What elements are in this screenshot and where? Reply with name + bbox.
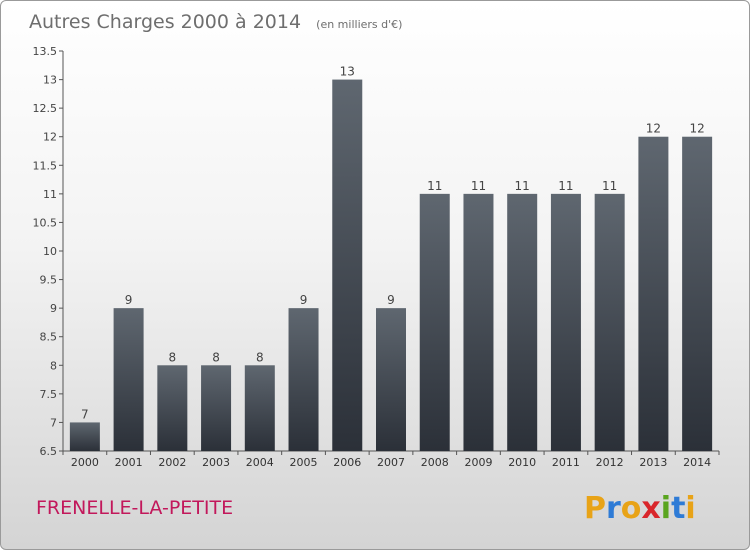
bars [69,79,713,452]
x-tick-label: 2012 [596,456,624,469]
x-tick-label: 2005 [290,456,318,469]
x-tick-label: 2009 [464,456,492,469]
bar-value-label: 11 [427,179,442,193]
bar-value-label: 7 [81,407,89,421]
y-tick-label: 8.5 [40,331,58,344]
axes: 6.5 7 7.5 8 8.5 9 9.5 10 10.5 11 11.5 12 12.5 13 13.5 2… [33,45,720,469]
y-tick-label: 6.5 [40,445,58,458]
logo-letter: i [685,491,695,526]
y-tick-label: 12 [43,131,57,144]
logo-letter: r [606,491,621,526]
bar [113,308,144,451]
chart-subtitle: (en milliers d'€) [316,18,402,31]
x-tick-label: 2013 [639,456,667,469]
x-tick-label: 2006 [333,456,361,469]
bar-value-label: 9 [125,293,133,307]
bar-value-label: 8 [256,350,264,364]
bar-value-label: 11 [602,179,617,193]
y-tick-label: 12.5 [33,102,58,115]
bar-value-label: 9 [387,293,395,307]
chart-title: Autres Charges 2000 à 2014 (en milliers … [29,11,402,33]
bar-value-label: 9 [300,293,308,307]
y-tick-label: 13.5 [33,45,58,58]
y-tick-label: 9.5 [40,274,58,287]
bar-value-label: 13 [340,65,355,79]
y-tick-label: 11 [43,188,57,201]
x-tick-label: 2007 [377,456,405,469]
bar [201,365,232,451]
bar-value-label: 12 [689,122,704,136]
x-tick-label: 2004 [246,456,274,469]
y-tick-label: 7.5 [40,388,58,401]
bar [463,193,494,451]
y-tick-label: 11.5 [33,159,58,172]
bar [69,422,100,451]
bar-value-label: 8 [212,350,220,364]
x-tick-label: 2008 [421,456,449,469]
x-tick-label: 2000 [71,456,99,469]
x-tick-label: 2014 [683,456,711,469]
logo-letter: x [641,491,660,526]
bar [638,136,669,451]
bar-value-label: 12 [646,122,661,136]
y-tick-label: 9 [50,302,57,315]
x-tick-label: 2010 [508,456,536,469]
x-tick-label: 2003 [202,456,230,469]
logo-letter: i [661,491,671,526]
logo-letter: P [584,491,606,526]
bar [288,308,319,451]
x-tick-label: 2011 [552,456,580,469]
bar-value-label: 8 [169,350,177,364]
proxiti-logo: Proxiti [584,491,696,526]
logo-letter: t [671,491,685,526]
x-tick-label: 2002 [158,456,186,469]
bar [419,193,450,451]
logo-letter: o [621,491,642,526]
value-labels: 7 9 8 8 8 9 13 9 11 11 11 11 11 12 12 [81,65,705,422]
y-tick-label: 10.5 [33,216,58,229]
bar-value-label: 11 [471,179,486,193]
bar [507,193,538,451]
y-tick-label: 7 [50,416,57,429]
bar [594,193,625,451]
bar [244,365,275,451]
chart-title-main: Autres Charges 2000 à 2014 [29,11,301,33]
y-tick-label: 10 [43,245,57,258]
bar [376,308,406,451]
y-tick-label: 8 [50,359,57,372]
bar [332,79,363,452]
bar-value-label: 11 [515,179,530,193]
y-tick-label: 13 [43,74,57,87]
bar [682,136,713,451]
bar [550,193,581,451]
x-tick-label: 2001 [115,456,143,469]
bar-value-label: 11 [558,179,573,193]
commune-name: FRENELLE-LA-PETITE [36,497,233,519]
bar [157,365,188,451]
